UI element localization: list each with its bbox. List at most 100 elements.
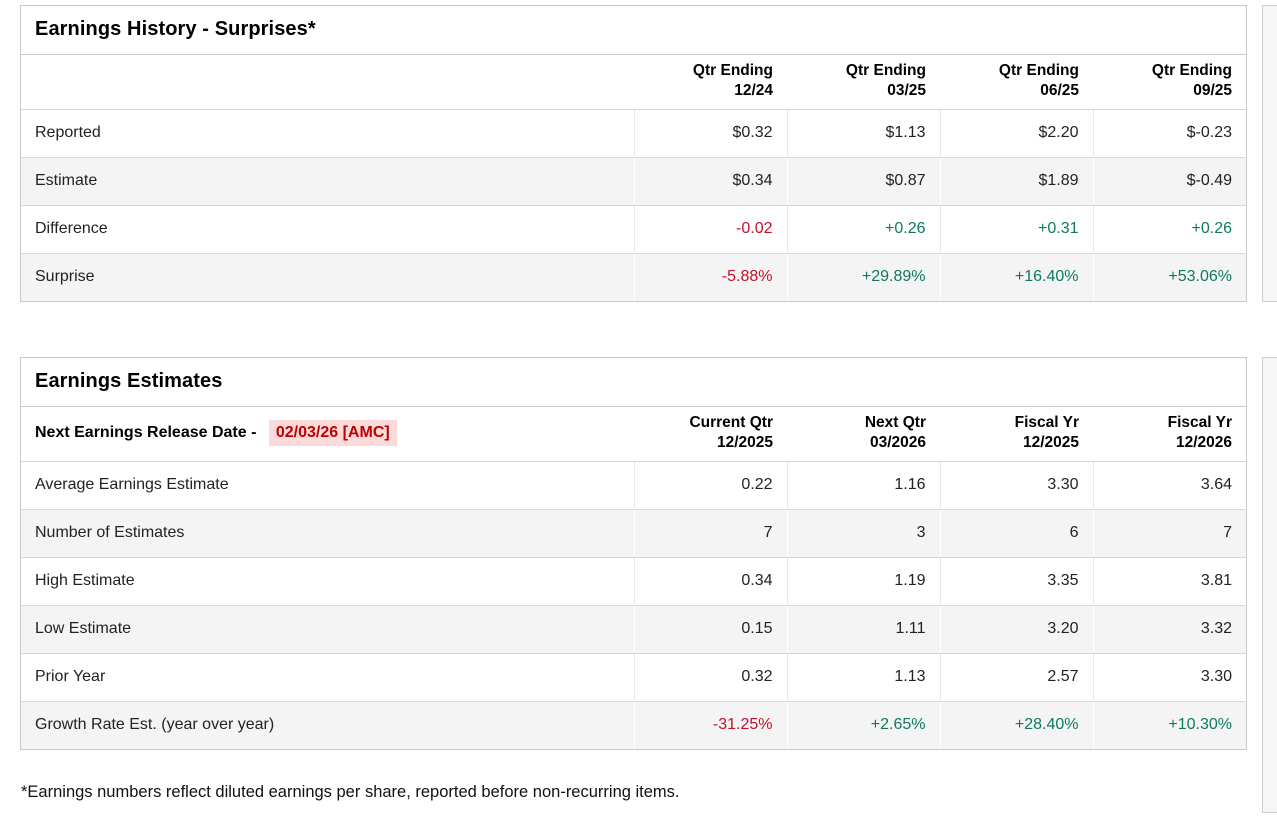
column-header-line2: 09/25 — [1193, 82, 1232, 100]
column-header-line1: Qtr Ending — [1151, 62, 1232, 80]
cell-value-positive: +16.40% — [939, 253, 1093, 301]
cell-value: 3.64 — [1092, 461, 1246, 510]
cell-value-negative: -31.25% — [633, 701, 787, 749]
cell-value: $0.32 — [633, 109, 787, 158]
row-label: Difference — [21, 205, 634, 254]
table-row-average-earnings-estimate: Average Earnings Estimate 0.22 1.16 3.30… — [21, 461, 1246, 510]
cell-value-positive: +29.89% — [786, 253, 940, 301]
table-row-number-of-estimates: Number of Estimates 7 3 6 7 — [21, 509, 1246, 558]
cell-value: 2.57 — [939, 653, 1093, 702]
header-next-qtr: Next Qtr 03/2026 — [787, 407, 940, 462]
row-label: Average Earnings Estimate — [21, 461, 634, 510]
adjacent-panel-edge-bottom — [1262, 357, 1277, 813]
header-fiscal-yr-2026: Fiscal Yr 12/2026 — [1093, 407, 1246, 462]
cell-value: 3.35 — [939, 557, 1093, 606]
header-fiscal-yr-2025: Fiscal Yr 12/2025 — [940, 407, 1093, 462]
table-row-growth-rate-est: Growth Rate Est. (year over year) -31.25… — [21, 701, 1246, 749]
adjacent-panel-edge-top — [1262, 5, 1277, 302]
release-date-badge: 02/03/26 [AMC] — [268, 420, 397, 447]
header-qtr-ending-06-25: Qtr Ending 06/25 — [940, 55, 1093, 110]
column-header-line2: 03/25 — [887, 82, 926, 100]
cell-value: $-0.23 — [1092, 109, 1246, 158]
column-header-line2: 03/2026 — [869, 434, 926, 452]
cell-value-positive: +0.26 — [786, 205, 940, 254]
column-header-line1: Qtr Ending — [692, 62, 773, 80]
cell-value: 0.22 — [633, 461, 787, 510]
column-header-line1: Current Qtr — [689, 414, 773, 432]
next-earnings-release-date: Next Earnings Release Date - 02/03/26 [A… — [21, 407, 634, 462]
cell-value: $0.34 — [633, 157, 787, 206]
header-qtr-ending-03-25: Qtr Ending 03/25 — [787, 55, 940, 110]
cell-value: 0.34 — [633, 557, 787, 606]
header-empty-cell — [21, 55, 634, 110]
cell-value: $-0.49 — [1092, 157, 1246, 206]
cell-value-negative: -0.02 — [633, 205, 787, 254]
column-header-line2: 12/2026 — [1175, 434, 1232, 452]
column-header-line1: Fiscal Yr — [1014, 414, 1079, 432]
cell-value: 1.13 — [786, 653, 940, 702]
cell-value: $0.87 — [786, 157, 940, 206]
column-header-line1: Next Qtr — [864, 414, 926, 432]
cell-value: 3.20 — [939, 605, 1093, 654]
column-header-line1: Qtr Ending — [998, 62, 1079, 80]
table-row-low-estimate: Low Estimate 0.15 1.11 3.20 3.32 — [21, 605, 1246, 654]
cell-value: 1.19 — [786, 557, 940, 606]
table-row-difference: Difference -0.02 +0.26 +0.31 +0.26 — [21, 205, 1246, 254]
table-row-reported: Reported $0.32 $1.13 $2.20 $-0.23 — [21, 109, 1246, 158]
cell-value-positive: +28.40% — [939, 701, 1093, 749]
column-header-line2: 06/25 — [1040, 82, 1079, 100]
earnings-history-header-row: Qtr Ending 12/24 Qtr Ending 03/25 Qtr En… — [21, 55, 1246, 110]
earnings-footnote: *Earnings numbers reflect diluted earnin… — [21, 783, 680, 801]
earnings-history-table: Qtr Ending 12/24 Qtr Ending 03/25 Qtr En… — [21, 55, 1246, 301]
column-header-line2: 12/2025 — [716, 434, 773, 452]
table-row-high-estimate: High Estimate 0.34 1.19 3.35 3.81 — [21, 557, 1246, 606]
cell-value: 3.32 — [1092, 605, 1246, 654]
column-header-line2: 12/2025 — [1022, 434, 1079, 452]
header-qtr-ending-09-25: Qtr Ending 09/25 — [1093, 55, 1246, 110]
cell-value-negative: -5.88% — [633, 253, 787, 301]
cell-value: $2.20 — [939, 109, 1093, 158]
row-label: High Estimate — [21, 557, 634, 606]
table-row-estimate: Estimate $0.34 $0.87 $1.89 $-0.49 — [21, 157, 1246, 206]
column-header-line1: Qtr Ending — [845, 62, 926, 80]
cell-value-positive: +0.31 — [939, 205, 1093, 254]
cell-value: 1.16 — [786, 461, 940, 510]
earnings-estimates-header-row: Next Earnings Release Date - 02/03/26 [A… — [21, 407, 1246, 462]
release-date-label: Next Earnings Release Date - — [35, 424, 257, 442]
cell-value: 3 — [786, 509, 940, 558]
cell-value: 1.11 — [786, 605, 940, 654]
row-label: Growth Rate Est. (year over year) — [35, 716, 275, 734]
column-header-line2: 12/24 — [734, 82, 773, 100]
cell-value: 6 — [939, 509, 1093, 558]
column-header-line1: Fiscal Yr — [1167, 414, 1232, 432]
cell-value: $1.13 — [786, 109, 940, 158]
cell-value-positive: +0.26 — [1092, 205, 1246, 254]
earnings-estimates-table: Next Earnings Release Date - 02/03/26 [A… — [21, 407, 1246, 749]
cell-value-positive: +2.65% — [786, 701, 940, 749]
table-row-prior-year: Prior Year 0.32 1.13 2.57 3.30 — [21, 653, 1246, 702]
row-label: Number of Estimates — [21, 509, 634, 558]
row-label: Low Estimate — [21, 605, 634, 654]
row-label: Surprise — [35, 268, 95, 286]
cell-value: 0.32 — [633, 653, 787, 702]
cell-value: 3.30 — [939, 461, 1093, 510]
cell-value-positive: +53.06% — [1092, 253, 1246, 301]
cell-value-positive: +10.30% — [1092, 701, 1246, 749]
cell-value: 3.81 — [1092, 557, 1246, 606]
cell-value: 0.15 — [633, 605, 787, 654]
cell-value: 7 — [1092, 509, 1246, 558]
row-label: Estimate — [21, 157, 634, 206]
earnings-history-title: Earnings History - Surprises* — [21, 6, 1246, 55]
row-label: Prior Year — [21, 653, 634, 702]
earnings-history-surprises-card: Earnings History - Surprises* Qtr Ending… — [20, 5, 1247, 302]
cell-value: 3.30 — [1092, 653, 1246, 702]
row-label: Reported — [21, 109, 634, 158]
earnings-estimates-title: Earnings Estimates — [21, 358, 1246, 407]
header-qtr-ending-12-24: Qtr Ending 12/24 — [634, 55, 787, 110]
cell-value: 7 — [633, 509, 787, 558]
header-current-qtr: Current Qtr 12/2025 — [634, 407, 787, 462]
table-row-surprise: Surprise -5.88% +29.89% +16.40% +53.06% — [21, 253, 1246, 301]
cell-value: $1.89 — [939, 157, 1093, 206]
earnings-estimates-card: Earnings Estimates Next Earnings Release… — [20, 357, 1247, 750]
